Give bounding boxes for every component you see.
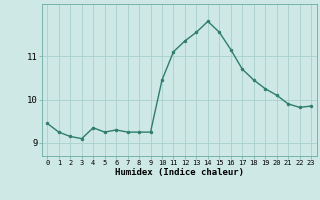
X-axis label: Humidex (Indice chaleur): Humidex (Indice chaleur) [115,168,244,177]
